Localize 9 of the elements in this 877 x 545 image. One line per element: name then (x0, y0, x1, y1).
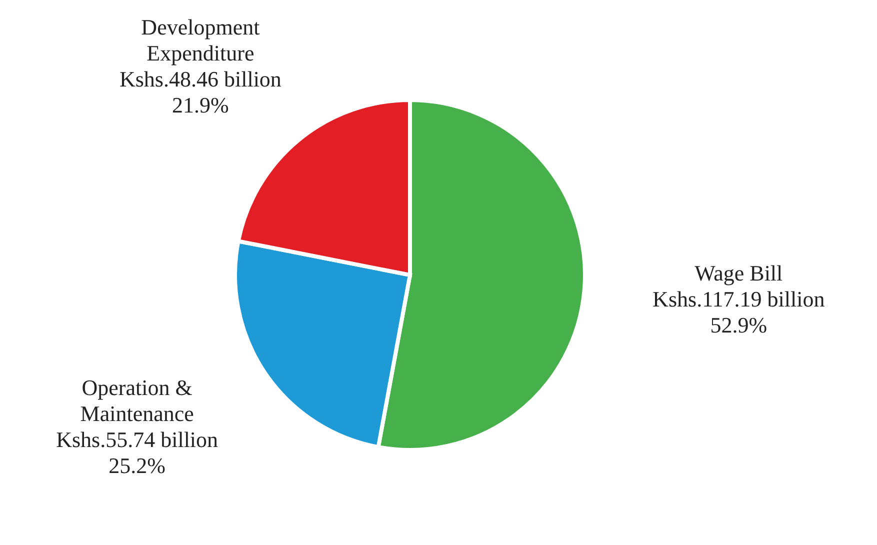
data-label: 52.9% (710, 312, 768, 338)
data-label: 21.9% (172, 92, 229, 118)
text: Kshs.117.19 billion (652, 286, 825, 312)
slice-label: Operation & Maintenance (80, 374, 194, 426)
data-label: 25.2% (108, 452, 166, 478)
text: Kshs.48.46 billion (119, 66, 282, 92)
text: Kshs.55.74 billion (56, 426, 218, 452)
slice-label: Development Expenditure (141, 14, 260, 66)
slice-label: Wage Bill (694, 260, 783, 286)
